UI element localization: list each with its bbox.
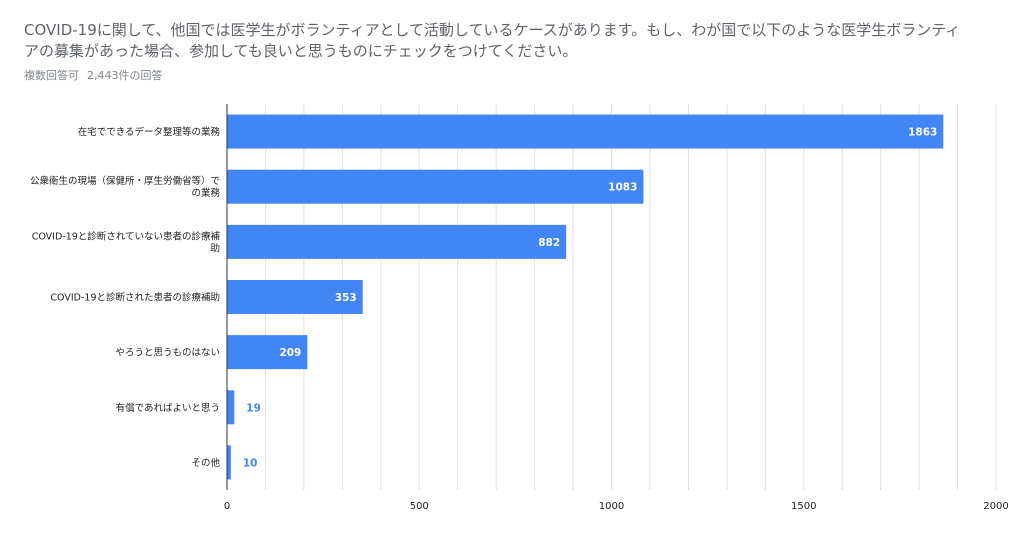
x-tick-label: 2000 xyxy=(983,501,1008,512)
x-tick-label: 0 xyxy=(224,501,230,512)
category-label: 公衆衛生の現場（保健所・厚生労働省等）での業務 xyxy=(30,175,221,199)
data-label: 1083 xyxy=(608,182,637,194)
x-tick-label: 500 xyxy=(410,501,429,512)
bar xyxy=(227,114,944,149)
category-label: COVID-19と診断されていない患者の診療補助 xyxy=(32,230,221,254)
answer-type: 複数回答可 xyxy=(24,69,79,82)
bar xyxy=(227,390,235,425)
data-label: 1863 xyxy=(908,127,937,139)
bar xyxy=(227,224,567,259)
bar xyxy=(227,445,231,480)
category-label: やろうと思うものはない xyxy=(115,348,220,359)
data-label: 882 xyxy=(538,237,560,249)
data-label: 209 xyxy=(279,347,301,359)
bar xyxy=(227,280,363,314)
category-label: COVID-19と診断された患者の診療補助 xyxy=(50,292,220,304)
response-meta: 複数回答可 2,443件の回答 xyxy=(24,67,1004,83)
x-tick-label: 1000 xyxy=(599,501,624,512)
response-count: 2,443件の回答 xyxy=(87,69,163,82)
bar xyxy=(227,335,308,370)
question-title: COVID-19に関して、他国では医学生がボランティアとして活動しているケースが… xyxy=(24,20,1004,62)
bar xyxy=(227,169,644,204)
question-header: COVID-19に関して、他国では医学生がボランティアとして活動しているケースが… xyxy=(24,20,1004,83)
data-label: 19 xyxy=(246,402,261,414)
x-tick-label: 1500 xyxy=(791,501,816,512)
data-label: 353 xyxy=(335,292,357,304)
category-label: 有償であればよいと思う xyxy=(116,402,220,414)
category-label: 在宅でできるデータ整理等の業務 xyxy=(78,126,221,138)
question-title-line1: COVID-19に関して、他国では医学生がボランティアとして活動しているケースが… xyxy=(24,21,961,39)
data-label: 10 xyxy=(243,457,258,469)
category-label: その他 xyxy=(191,457,220,469)
question-title-line2: アの募集があった場合、参加しても良いと思うものにチェックをつけてください。 xyxy=(24,42,578,60)
